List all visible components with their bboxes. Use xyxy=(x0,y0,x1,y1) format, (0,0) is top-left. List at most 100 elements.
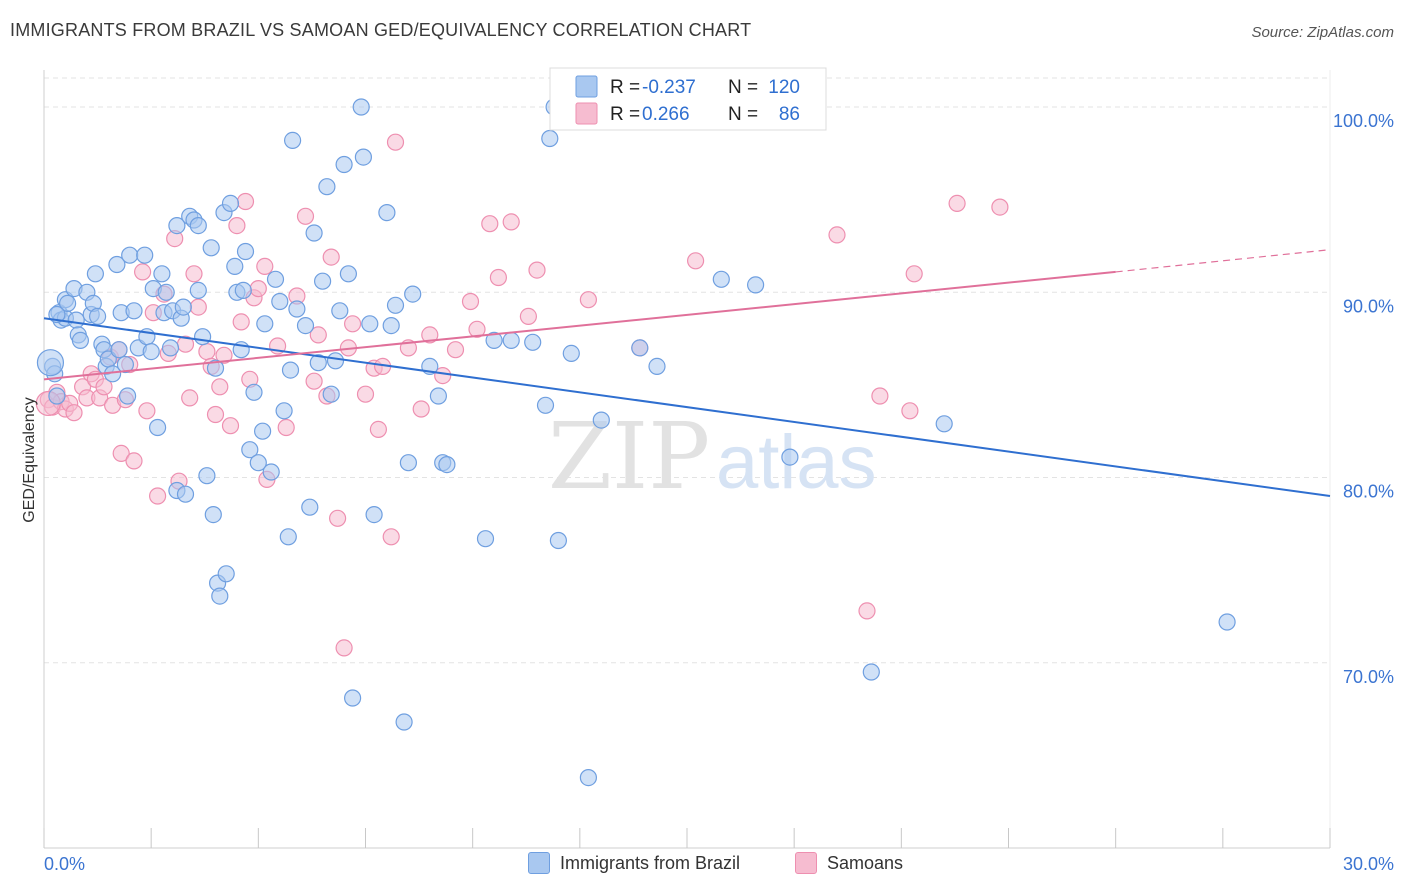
data-point xyxy=(288,300,306,318)
data-point xyxy=(266,270,285,288)
data-point xyxy=(429,387,447,405)
data-point xyxy=(524,333,542,351)
data-point xyxy=(65,404,83,422)
data-point xyxy=(95,378,113,396)
data-point xyxy=(991,198,1009,216)
data-point xyxy=(344,689,362,707)
data-point xyxy=(249,454,267,472)
stats-n-value-brazil: 120 xyxy=(768,77,800,98)
legend-item-brazil[interactable]: Immigrants from Brazil xyxy=(528,852,740,874)
data-point xyxy=(382,317,400,335)
data-point xyxy=(284,131,302,149)
data-point xyxy=(365,505,383,524)
data-point xyxy=(309,326,327,344)
stats-n-value-samoan: 86 xyxy=(779,104,800,125)
data-point xyxy=(528,261,546,279)
data-point xyxy=(232,313,250,331)
data-point xyxy=(901,402,919,420)
stats-legend: R = -0.237 N = 120 R = 0.266 N = 86 xyxy=(549,67,827,131)
data-point xyxy=(67,311,85,329)
data-point xyxy=(438,456,456,474)
data-point xyxy=(202,239,220,257)
data-point xyxy=(519,307,538,325)
data-point xyxy=(686,252,705,270)
y-tick-label: 70.0% xyxy=(1343,667,1394,687)
trend-lines xyxy=(43,249,1331,498)
data-point xyxy=(86,265,105,283)
data-point xyxy=(905,265,923,283)
data-point xyxy=(138,402,156,420)
data-point xyxy=(189,281,207,299)
data-point xyxy=(301,498,319,516)
data-point xyxy=(157,283,175,301)
data-point xyxy=(712,270,730,288)
data-point xyxy=(356,385,375,403)
data-point xyxy=(378,204,396,222)
data-point xyxy=(211,587,229,605)
data-point xyxy=(631,339,649,357)
data-point xyxy=(948,194,966,212)
data-point xyxy=(858,602,876,620)
x-tick-label-max: 30.0% xyxy=(1343,854,1394,874)
data-point xyxy=(236,192,255,211)
data-point xyxy=(461,292,480,311)
data-point xyxy=(134,263,152,281)
data-point xyxy=(322,248,340,266)
data-point xyxy=(194,328,212,346)
data-point xyxy=(326,352,345,370)
data-point xyxy=(446,341,465,359)
data-point xyxy=(234,281,252,299)
data-point xyxy=(254,422,272,440)
data-point xyxy=(549,531,568,550)
stats-r-value-brazil: -0.237 xyxy=(642,77,696,98)
data-point xyxy=(395,713,413,731)
y-tick-label: 80.0% xyxy=(1343,482,1394,502)
data-point xyxy=(399,454,417,472)
y-axis-label: GED/Equivalency xyxy=(21,397,38,522)
stats-r-label-brazil: R = xyxy=(610,77,640,98)
data-point xyxy=(296,317,315,335)
source-label: Source: ZipAtlas.com xyxy=(1251,24,1394,41)
data-point xyxy=(935,415,953,433)
data-point xyxy=(112,444,130,462)
data-point xyxy=(369,420,387,438)
data-point xyxy=(153,265,171,283)
data-point xyxy=(335,639,353,657)
data-point xyxy=(562,344,580,362)
trend-line-samoans xyxy=(43,270,1116,381)
data-point xyxy=(344,315,362,333)
data-point xyxy=(125,302,143,320)
data-point xyxy=(305,372,323,390)
data-point xyxy=(71,331,90,349)
data-point xyxy=(256,315,274,333)
data-point xyxy=(746,276,765,294)
data-point xyxy=(476,530,495,548)
data-point xyxy=(88,307,107,325)
stats-n-label-brazil: N = xyxy=(728,77,758,98)
data-point xyxy=(226,257,244,275)
data-point xyxy=(536,396,555,414)
data-point xyxy=(271,292,289,311)
data-point xyxy=(149,418,167,437)
data-point xyxy=(421,326,439,344)
data-point xyxy=(279,528,297,546)
data-point xyxy=(262,463,280,481)
data-point xyxy=(249,280,267,298)
legend-label-samoans: Samoans xyxy=(827,852,904,873)
data-point xyxy=(275,402,293,420)
brazil-series xyxy=(36,98,1236,787)
data-point xyxy=(281,361,300,379)
data-point xyxy=(221,417,240,435)
data-point xyxy=(305,224,323,242)
data-point xyxy=(296,207,315,225)
legend-item-samoans[interactable]: Samoans xyxy=(795,852,903,874)
data-point xyxy=(142,343,160,361)
data-point xyxy=(121,246,139,264)
data-point xyxy=(215,346,233,364)
y-tick-label: 100.0% xyxy=(1333,111,1394,131)
data-point xyxy=(116,355,135,374)
data-point xyxy=(149,487,167,505)
x-axis-ticks xyxy=(43,828,1331,848)
stats-n-label-samoan: N = xyxy=(728,104,758,125)
